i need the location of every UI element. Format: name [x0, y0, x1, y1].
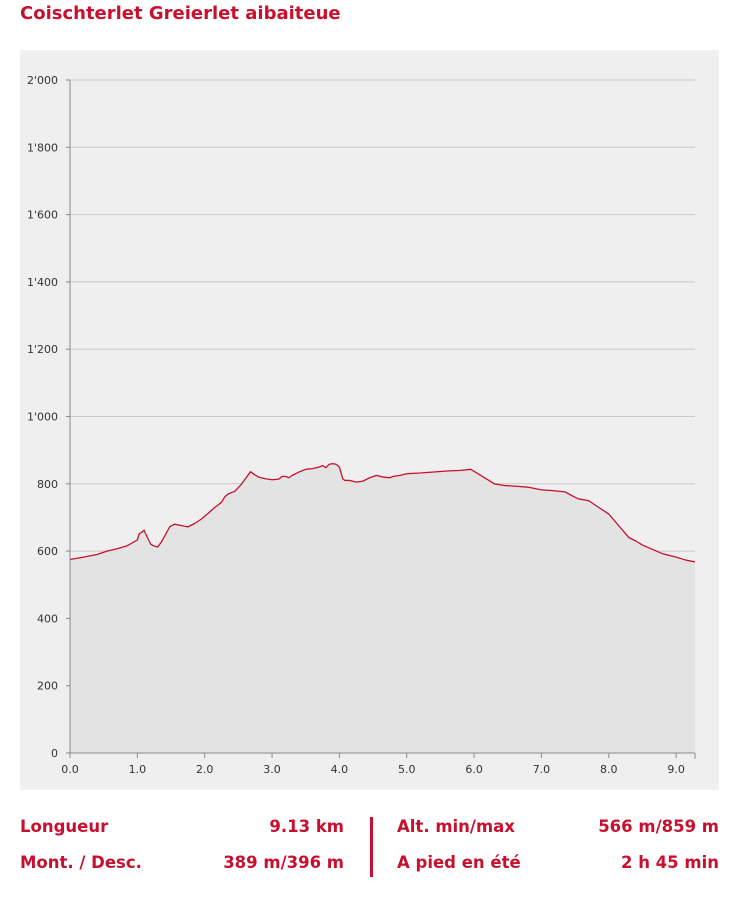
walking-time-value: 2 h 45 min	[620, 853, 719, 872]
x-tick-label: 5.0	[398, 763, 416, 776]
elevation-line	[69, 462, 696, 563]
elevation-profile-svg: 0 200 400 600 800 1'000 1'200 1'400 1'600 1'800 2'…	[27, 74, 696, 776]
route-stats: Longueur 9.13 km Mont. / Desc. 389 m/396…	[0, 812, 746, 882]
y-tick-label: 0	[51, 747, 58, 760]
elevation-area	[70, 463, 695, 753]
x-tick-label: 7.0	[533, 763, 551, 776]
y-tick-label: 1'200	[27, 343, 58, 356]
y-tick-label: 800	[37, 478, 58, 491]
y-tick-label: 2'000	[27, 74, 58, 87]
stats-divider	[370, 817, 373, 877]
walking-time-label: A pied en été	[397, 853, 521, 872]
x-tick-label: 9.0	[667, 763, 685, 776]
x-tick-label: 8.0	[600, 763, 618, 776]
length-label: Longueur	[20, 817, 109, 836]
altitude-min-max-value: 566 m/859 m	[598, 817, 719, 836]
x-tick-label: 2.0	[196, 763, 214, 776]
ascent-descent-label: Mont. / Desc.	[20, 853, 142, 872]
y-tick-label: 400	[37, 612, 58, 625]
y-tick-label: 1'000	[27, 411, 58, 424]
y-tick-label: 600	[37, 545, 58, 558]
y-tick-label: 1'600	[27, 209, 58, 222]
length-value: 9.13 km	[269, 817, 344, 836]
x-tick-label: 0.0	[61, 763, 79, 776]
altitude-min-max-label: Alt. min/max	[397, 817, 515, 836]
x-tick-label: 4.0	[331, 763, 349, 776]
x-tick-label: 3.0	[263, 763, 281, 776]
page-title: Coischterlet Greierlet aibaiteue	[20, 3, 341, 24]
elevation-profile-chart: 0 200 400 600 800 1'000 1'200 1'400 1'600 1'800 2'…	[20, 50, 719, 790]
y-tick-label: 200	[37, 680, 58, 693]
y-tick-label: 1'800	[27, 141, 58, 154]
y-tick-label: 1'400	[27, 276, 58, 289]
x-tick-label: 6.0	[465, 763, 483, 776]
x-tick-label: 1.0	[129, 763, 147, 776]
ascent-descent-value: 389 m/396 m	[223, 853, 344, 872]
